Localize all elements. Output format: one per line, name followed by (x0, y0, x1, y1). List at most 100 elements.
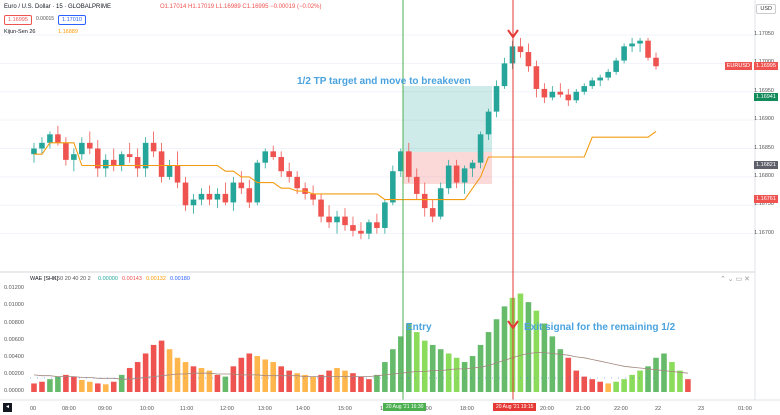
candle[interactable] (573, 88, 580, 104)
candle[interactable] (310, 185, 316, 206)
candle[interactable] (581, 83, 588, 95)
wae-bar (557, 349, 564, 392)
candle[interactable] (629, 37, 635, 53)
price-axis-label: 1.16700 (754, 229, 774, 236)
candle[interactable] (294, 171, 300, 194)
candle-body (653, 57, 659, 67)
candle[interactable] (158, 142, 165, 183)
candle[interactable] (214, 188, 221, 209)
candle[interactable] (413, 168, 420, 200)
candle[interactable] (406, 142, 412, 183)
candle[interactable] (453, 159, 460, 189)
candle[interactable] (110, 148, 117, 172)
candle[interactable] (71, 148, 77, 172)
candle[interactable] (238, 171, 245, 194)
candle[interactable] (398, 148, 404, 177)
indicator-pane-controls-icon[interactable]: ⌃ ⌄ ▭ ✕ (719, 276, 750, 283)
bid-price-button[interactable]: 1.16995 (4, 15, 32, 25)
candle[interactable] (31, 142, 37, 163)
candle-body (318, 199, 324, 217)
candle[interactable] (326, 205, 332, 228)
candle[interactable] (230, 176, 237, 211)
candle[interactable] (79, 137, 85, 160)
candle[interactable] (366, 219, 372, 240)
candle[interactable] (613, 57, 619, 75)
candle[interactable] (517, 37, 524, 58)
candle[interactable] (286, 162, 292, 183)
candle[interactable] (87, 131, 93, 155)
candle[interactable] (94, 140, 101, 177)
candle[interactable] (637, 37, 643, 53)
candle[interactable] (334, 210, 340, 234)
candle[interactable] (565, 88, 572, 106)
kijun-sen-line (34, 131, 657, 201)
indicator-title[interactable]: WAE [SHK] (30, 276, 59, 282)
candle[interactable] (39, 137, 45, 155)
candle[interactable] (262, 148, 269, 169)
candle-body (71, 154, 77, 160)
candle[interactable] (166, 159, 173, 180)
candle[interactable] (645, 37, 651, 61)
candle[interactable] (318, 193, 324, 223)
candle[interactable] (501, 57, 508, 89)
candle[interactable] (358, 222, 364, 240)
candle-body (326, 216, 332, 223)
wae-bar (102, 384, 109, 392)
candle[interactable] (653, 52, 659, 70)
candle[interactable] (549, 86, 556, 101)
candle[interactable] (390, 165, 396, 206)
candle[interactable] (429, 199, 436, 223)
candle[interactable] (278, 151, 284, 177)
candle[interactable] (477, 131, 484, 169)
candle[interactable] (118, 151, 125, 172)
indicator-axis-label: 0.00800 (4, 319, 24, 326)
candle[interactable] (206, 185, 213, 206)
candle-body (429, 208, 436, 217)
candle[interactable] (342, 208, 348, 231)
candle[interactable] (605, 69, 611, 81)
candle[interactable] (142, 137, 149, 177)
candle[interactable] (150, 131, 157, 158)
candle[interactable] (47, 131, 53, 149)
candle[interactable] (126, 142, 133, 163)
candle[interactable] (182, 176, 189, 211)
candle[interactable] (190, 193, 197, 214)
ask-price-button[interactable]: 1.17010 (58, 15, 86, 25)
wae-bar (182, 362, 189, 392)
candle[interactable] (493, 80, 500, 118)
candle[interactable] (557, 83, 564, 98)
candle[interactable] (63, 137, 69, 166)
goto-realtime-icon[interactable]: ◂ (3, 403, 12, 412)
candle[interactable] (509, 40, 516, 70)
symbol-title[interactable]: Euro / U.S. Dollar · 15 · GLOBALPRIME (4, 4, 112, 10)
candle[interactable] (461, 165, 468, 194)
candle[interactable] (222, 182, 229, 206)
candle[interactable] (525, 43, 532, 72)
candle[interactable] (174, 151, 181, 189)
candle[interactable] (374, 213, 380, 234)
candle[interactable] (134, 148, 141, 177)
candle[interactable] (198, 188, 205, 206)
candle[interactable] (533, 60, 540, 98)
candle[interactable] (541, 83, 548, 104)
candle[interactable] (246, 179, 253, 209)
candle[interactable] (589, 77, 596, 89)
candle[interactable] (382, 199, 388, 234)
candle[interactable] (621, 43, 627, 64)
candle-body (166, 165, 173, 177)
candle[interactable] (485, 108, 492, 140)
candle-body (350, 225, 356, 231)
wae-bar (47, 379, 53, 392)
wae-bar (517, 293, 524, 392)
candle[interactable] (597, 74, 603, 87)
candle[interactable] (270, 145, 277, 160)
candle[interactable] (469, 159, 476, 177)
candle[interactable] (437, 182, 444, 220)
candle[interactable] (350, 216, 356, 237)
price-tag: 1.16761 (754, 195, 778, 203)
wae-bar (469, 356, 476, 392)
currency-button[interactable]: USD (756, 4, 776, 14)
explosion-line (33, 352, 688, 380)
candle[interactable] (445, 159, 452, 194)
